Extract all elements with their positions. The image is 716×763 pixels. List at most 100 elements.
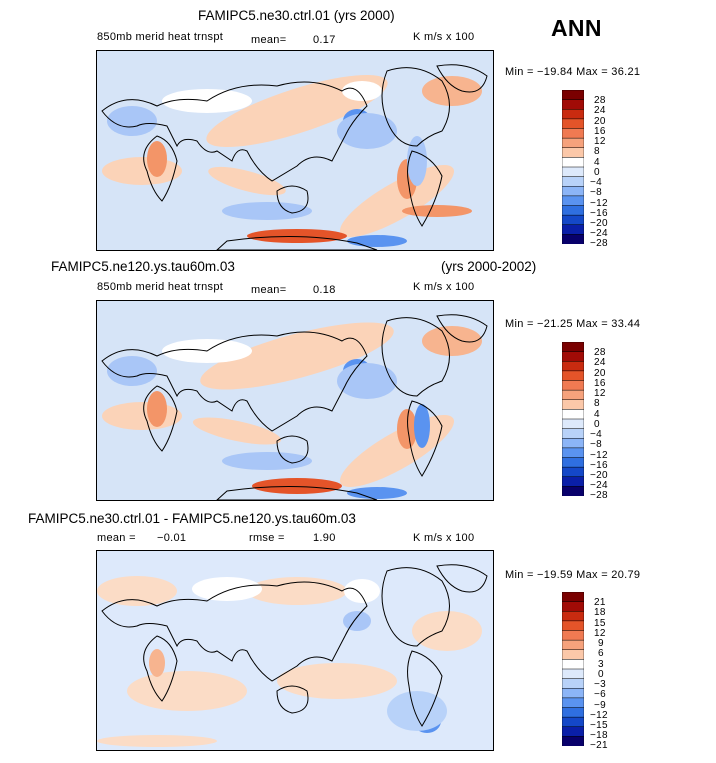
panel-3-map [96, 550, 494, 751]
panel-3-level-label: 3 [598, 659, 604, 670]
panel-3-level-label: −18 [590, 730, 608, 741]
panel-3-min-max: Min = −19.59 Max = 20.79 [505, 569, 641, 581]
colorbar-block [562, 186, 584, 197]
colorbar-block [562, 601, 584, 612]
colorbar-block [562, 166, 584, 178]
panel-3-units: K m/s x 100 [413, 532, 475, 544]
colorbar-block [562, 399, 584, 410]
colorbar-block [562, 466, 584, 478]
panel-2-level-label: −8 [590, 439, 603, 450]
panel-1-level-label: 4 [594, 157, 600, 168]
colorbar-block [562, 195, 584, 207]
colorbar-block [562, 716, 584, 728]
colorbar-block [562, 476, 584, 487]
panel-1-level-label: 8 [594, 146, 600, 157]
colorbar-block [562, 128, 584, 139]
colorbar-block [562, 447, 584, 459]
colorbar-block [562, 659, 584, 670]
colorbar-block [562, 361, 584, 372]
panel-2-colorbar [562, 342, 584, 496]
panel-3-level-label: 12 [594, 628, 606, 639]
panel-3-rmse-value: 1.90 [313, 532, 336, 544]
panel-1-level-label: −4 [590, 177, 603, 188]
colorbar-block [562, 205, 584, 216]
panel-1-level-label: 28 [594, 95, 606, 106]
colorbar-block [562, 668, 584, 680]
colorbar-block [562, 726, 584, 737]
panel-3-mean-label: mean = [97, 532, 136, 544]
colorbar-block [562, 649, 584, 660]
panel-1-level-label: −28 [590, 238, 608, 249]
colorbar-block [562, 380, 584, 391]
colorbar-block [562, 342, 584, 353]
panel-3-level-label: −3 [594, 679, 607, 690]
panel-2-level-label: 4 [594, 409, 600, 420]
panel-3-level-label: 18 [594, 607, 606, 618]
panel-1-level-label: 12 [594, 136, 606, 147]
panel-3-level-label: 9 [598, 638, 604, 649]
panel-2-level-label: −28 [590, 490, 608, 501]
season-label: ANN [551, 15, 602, 41]
colorbar-block [562, 418, 584, 430]
panel-1-level-label: −16 [590, 208, 608, 219]
panel-3-rmse-label: rmse = [249, 532, 285, 544]
colorbar-block [562, 620, 584, 632]
colorbar-block [562, 611, 584, 622]
panel-2-field [97, 301, 493, 500]
panel-1-title: FAMIPC5.ne30.ctrl.01 (yrs 2000) [198, 8, 395, 23]
panel-2-level-label: −20 [590, 470, 608, 481]
colorbar-block [562, 90, 584, 101]
panel-3-level-label: −21 [590, 740, 608, 751]
colorbar-block [562, 137, 584, 149]
panel-2-mean-value: 0.18 [313, 284, 336, 296]
panel-3-level-label: 21 [594, 597, 606, 608]
colorbar-block [562, 697, 584, 709]
colorbar-block [562, 224, 584, 235]
panel-1-variable: 850mb merid heat trnspt [97, 31, 224, 43]
panel-2-level-label: 20 [594, 368, 606, 379]
colorbar-block [562, 409, 584, 420]
colorbar-block [562, 214, 584, 226]
colorbar-block [562, 351, 584, 362]
colorbar-block [562, 389, 584, 401]
panel-2-level-label: 8 [594, 398, 600, 409]
panel-2-min-max: Min = −21.25 Max = 33.44 [505, 318, 641, 330]
colorbar-block [562, 688, 584, 699]
panel-3-mean-value: −0.01 [157, 532, 187, 544]
panel-2-level-label: 24 [594, 357, 606, 368]
panel-1-level-label: 0 [594, 167, 600, 178]
colorbar-block [562, 678, 584, 689]
panel-1-field [97, 51, 493, 250]
colorbar-block [562, 438, 584, 449]
panel-1-level-label: 24 [594, 105, 606, 116]
colorbar-block [562, 118, 584, 130]
panel-2-level-label: 28 [594, 347, 606, 358]
panel-1-level-label: −8 [590, 187, 603, 198]
panel-1-mean-value: 0.17 [313, 34, 336, 46]
panel-2-years: (yrs 2000-2002) [441, 259, 537, 274]
panel-1-units: K m/s x 100 [413, 31, 475, 43]
panel-3-level-label: 15 [594, 618, 606, 629]
colorbar-block [562, 109, 584, 120]
colorbar-block [562, 707, 584, 718]
panel-2-level-label: −16 [590, 460, 608, 471]
panel-2-mean-label: mean= [251, 284, 287, 296]
panel-2-level-label: 0 [594, 419, 600, 430]
colorbar-block [562, 457, 584, 468]
colorbar-block [562, 592, 584, 603]
colorbar-block [562, 99, 584, 110]
panel-2-map [96, 300, 494, 501]
panel-2-level-label: −12 [590, 450, 608, 461]
colorbar-block [562, 630, 584, 641]
colorbar-block [562, 157, 584, 168]
panel-1-level-label: 20 [594, 116, 606, 127]
panel-3-level-label: 0 [598, 669, 604, 680]
panel-3-colorbar [562, 592, 584, 746]
panel-2-variable: 850mb merid heat trnspt [97, 281, 224, 293]
colorbar-block [562, 147, 584, 158]
panel-2-level-label: −24 [590, 480, 608, 491]
panel-1-map [96, 50, 494, 251]
panel-3-level-label: −12 [590, 710, 608, 721]
panel-2-level-label: 12 [594, 388, 606, 399]
panel-1-level-label: −20 [590, 218, 608, 229]
